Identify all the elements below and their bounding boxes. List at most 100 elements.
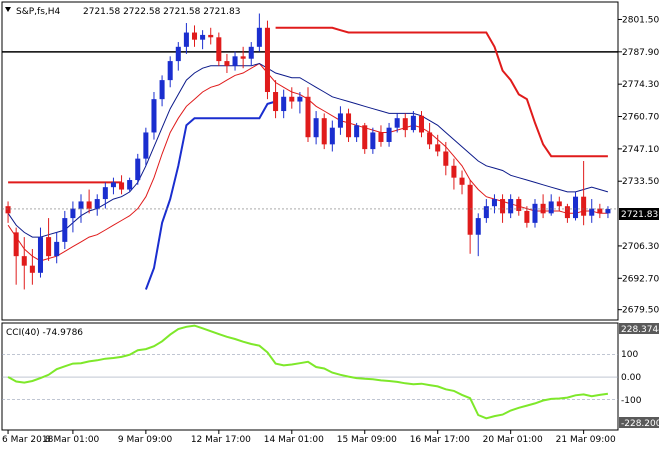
candle-body [191,32,198,40]
candle [135,153,141,185]
candle [151,92,157,140]
candle-body [305,96,311,138]
cci-level-100: 100 [621,350,638,360]
candle-body [54,241,60,257]
candle-body [175,46,181,62]
candle [54,232,60,264]
price-tick-label: 2692.70 [622,274,659,284]
candle-body [556,201,562,207]
candle [362,122,368,154]
main-plot [2,13,618,290]
candle [264,20,270,100]
candle-body [62,218,68,242]
candle [443,141,449,176]
candle-body [402,118,408,131]
candle-body [516,199,522,211]
candle-body [394,118,400,128]
candle-body [329,127,335,145]
candle-body [508,199,514,214]
candle-body [605,208,611,214]
candle [191,25,198,47]
candle-body [240,56,246,59]
dropdown-triangle-icon[interactable] [5,7,11,12]
candle [110,177,116,195]
price-tick-label: 2679.50 [622,306,659,316]
candle [183,23,189,54]
candle [540,194,546,219]
candle-body [581,196,587,216]
candle [216,32,222,66]
candle-body [289,96,295,102]
time-tick-label: 21 Mar 09:00 [556,435,616,445]
candle [467,180,473,254]
candle-body [491,199,497,207]
candle [556,196,562,211]
candle [86,189,92,214]
candle [21,237,27,290]
candle [337,106,343,135]
candle [346,108,352,142]
candle-body [159,80,165,100]
candle [483,199,489,223]
price-axis: 2801.50 2787.90 2774.30 2760.70 2747.10 2733.… [618,15,659,316]
candle-body [386,127,392,142]
candle [305,87,311,142]
candle [313,111,319,145]
candle-body [110,182,116,188]
candle-body [78,201,84,209]
candle [475,213,481,257]
candle [386,122,392,147]
candle-body [37,237,43,273]
candle-body [540,203,546,214]
candle-body [200,34,206,40]
candle-body [297,96,303,102]
candle-body [13,232,19,257]
candle-body [548,201,554,214]
candle [435,134,441,157]
cci-level-0: 0.00 [621,373,641,383]
candle [532,199,538,228]
time-tick-label: 16 Mar 17:00 [410,435,470,445]
candle [70,201,76,233]
candle [159,75,165,107]
candle [589,199,595,223]
price-tick-label: 2801.50 [622,15,659,25]
candle-body [370,132,376,150]
candle [605,206,611,219]
candle [256,13,262,52]
candle-body [102,187,108,200]
candle-body [467,184,473,235]
price-tick-label: 2760.70 [622,113,659,123]
candle [297,92,303,114]
main-panel-frame [1,1,619,321]
cci-label: CCI(40) -74.9786 [6,328,83,338]
time-tick-label: 6 Mar 2018 [2,435,54,445]
candle-body [70,208,76,219]
blue-moving-average [7,62,609,238]
candle-body [321,118,327,145]
price-tick-label: 2774.30 [622,80,659,90]
price-tick-label: 2733.50 [622,177,659,187]
candle [597,203,603,219]
candle [62,210,68,250]
candle [175,42,181,71]
price-tick-label: 2747.10 [622,145,659,155]
candle-body [248,46,254,59]
candle-body [589,208,595,216]
candle [29,249,35,285]
candle-body [208,34,214,38]
candle [224,53,230,73]
cci-bottom-level: -228.2004 [621,419,660,429]
candle-body [524,210,530,223]
candle [200,30,206,50]
current-price-tag [619,208,659,220]
candle-body [5,206,11,214]
candle [78,194,84,223]
candle [127,177,133,192]
price-tick-label: 2787.90 [622,48,659,58]
candle-body [29,265,35,273]
candle-body [135,158,141,181]
candle [273,80,279,119]
time-tick-label: 20 Mar 01:00 [483,435,543,445]
